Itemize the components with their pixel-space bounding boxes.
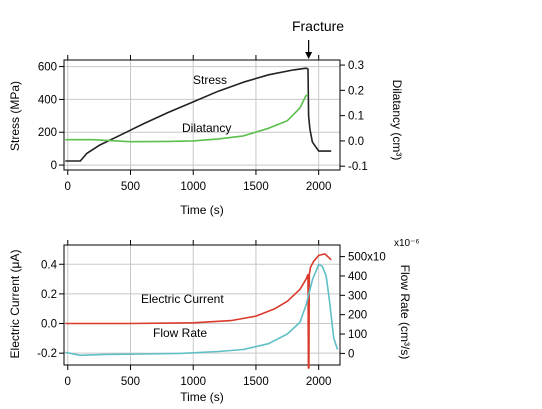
series-label-dilatancy: Dilatancy <box>182 121 231 135</box>
top-grid <box>64 60 340 170</box>
x-tick-label: 2000 <box>306 181 332 193</box>
y2-tick-label: 0.1 <box>348 111 364 123</box>
x-tick-label: 1500 <box>243 376 269 388</box>
y-tick-label: 0.0 <box>41 319 57 331</box>
bottom-plot-frame <box>63 244 341 366</box>
series-label-electric-current: Electric Current <box>141 292 224 306</box>
series-electric-current-line <box>65 253 332 369</box>
series-dilatancy-line <box>65 94 308 143</box>
fracture-arrow <box>305 40 313 59</box>
y2-tick-label: 500x10 <box>348 252 386 264</box>
y2-tick-label: 0 <box>348 348 354 360</box>
x-tick-label: 0 <box>65 376 71 388</box>
bottom-series <box>65 253 339 369</box>
top-series <box>65 67 332 162</box>
top-plot-frame <box>63 59 341 171</box>
top-x-axis-label: Time (s) <box>180 203 224 217</box>
y2-tick-label: 200 <box>348 310 367 322</box>
y2-tick-label: 400 <box>348 271 367 283</box>
top-y-axis-label: Stress (MPa) <box>8 81 22 151</box>
y-tick-label: 0.4 <box>41 259 58 271</box>
y2-tick-label: 100 <box>348 329 367 341</box>
series-label-flow-rate: Flow Rate <box>153 326 207 340</box>
y2-tick-label: 300 <box>348 290 367 302</box>
top-y2-axis-label: Dilatancy (cm³) <box>390 80 404 161</box>
y-tick-label: 400 <box>38 94 57 106</box>
x-tick-label: 1000 <box>180 181 206 193</box>
y2-tick-label: -0.1 <box>348 161 368 173</box>
y-tick-label: 200 <box>38 127 57 139</box>
y-tick-label: -0.2 <box>37 348 57 360</box>
x-tick-label: 0 <box>65 181 71 193</box>
series-flow-rate-line <box>65 263 339 357</box>
fracture-annotation: Fracture <box>292 18 344 34</box>
y2-tick-label: 0.3 <box>348 60 364 72</box>
y2-tick-label: 0.0 <box>348 136 364 148</box>
top-axes: 0 500 1000 1500 2000 0 200 400 600 -0.1 0.0 0.1 0.2 0… <box>38 55 368 193</box>
series-stress-line <box>65 67 332 162</box>
bottom-axes: 0 500 1000 1500 2000 -0.2 0.0 0.2 0.4 0 100 200 300 4… <box>37 240 386 388</box>
y2-tick-label: 0.2 <box>348 85 364 97</box>
x-tick-label: 2000 <box>306 376 332 388</box>
x-tick-label: 500 <box>121 376 140 388</box>
series-label-stress: Stress <box>193 73 227 87</box>
bottom-y-axis-label: Electric Current (μA) <box>8 250 22 359</box>
x-tick-label: 1000 <box>180 376 206 388</box>
x-tick-label: 500 <box>121 181 140 193</box>
y-tick-label: 0 <box>51 160 57 172</box>
bottom-y2-axis-label: Flow Rate (cm³/s) <box>398 265 412 360</box>
stress-dilatancy-chart: 0 500 1000 1500 2000 0 200 400 600 -0.1 0.0 0.1 0.2 0… <box>8 18 404 217</box>
bottom-y2-exponent: x10⁻⁶ <box>394 238 420 249</box>
fracture-arrow-head <box>305 52 313 59</box>
x-tick-label: 1500 <box>243 181 269 193</box>
y-tick-label: 0.2 <box>41 289 57 301</box>
current-flow-chart: 0 500 1000 1500 2000 -0.2 0.0 0.2 0.4 0 100 200 300 4… <box>8 238 420 404</box>
y-tick-label: 600 <box>38 62 57 74</box>
bottom-x-axis-label: Time (s) <box>180 390 224 404</box>
